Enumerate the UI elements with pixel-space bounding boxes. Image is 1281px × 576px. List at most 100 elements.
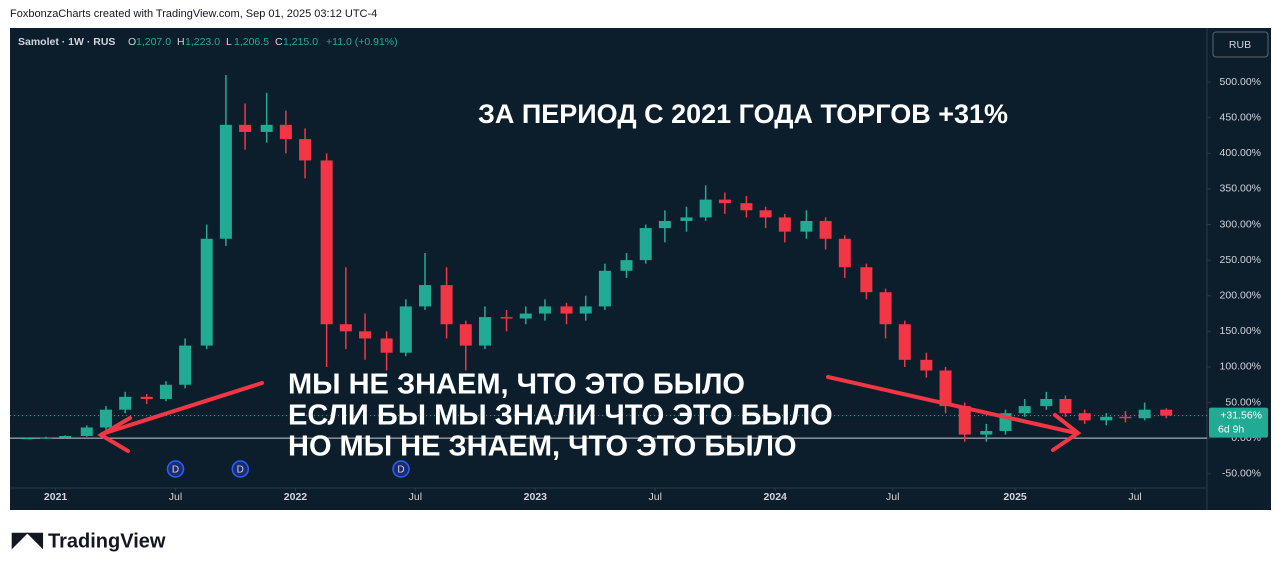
candle-body	[759, 210, 772, 218]
header: FoxbonzaCharts created with TradingView.…	[10, 8, 377, 20]
legend-key: C	[275, 36, 283, 48]
candle-body	[800, 220, 813, 232]
plot	[10, 74, 1207, 442]
x-tick-label: Jul	[886, 491, 899, 503]
arrow	[100, 381, 264, 436]
candle-body	[1119, 416, 1132, 419]
currency[interactable]: RUB	[1229, 39, 1251, 51]
dividend-label: D	[237, 465, 244, 476]
candle-body	[459, 324, 472, 346]
candle-body	[620, 260, 633, 271]
candle-body	[359, 331, 372, 339]
y-tick-label: 150.00%	[1220, 325, 1261, 337]
y-tick-label: 200.00%	[1220, 290, 1261, 302]
candle-body	[920, 359, 933, 371]
x-tick-label: 2022	[284, 491, 308, 503]
dividend-marker	[231, 460, 250, 478]
y-tick-label: 500.00%	[1220, 76, 1261, 88]
arrow-head	[97, 416, 132, 453]
legend-value: 1,223.0	[185, 36, 220, 48]
candle-body	[740, 203, 753, 211]
x-tick-label: Jul	[169, 491, 182, 503]
candle-body	[219, 124, 232, 239]
candle-body	[699, 199, 712, 218]
legend-value: 1,206.5	[234, 36, 269, 48]
candle-body	[1018, 406, 1031, 414]
candle-body	[778, 217, 791, 232]
x-tick-label: Jul	[649, 491, 662, 503]
y-tick-label: 400.00%	[1220, 147, 1261, 159]
candle-body	[140, 396, 153, 399]
annotation: МЫ НЕ ЗНАЕМ, ЧТО ЭТО БЫЛО	[288, 369, 745, 401]
candle-body	[59, 436, 72, 438]
x-tick-label: 2021	[44, 491, 68, 503]
candle-body	[239, 124, 252, 132]
candle-body	[1059, 398, 1072, 414]
candle-body	[980, 431, 993, 435]
candle-body	[320, 160, 333, 325]
y-tick-label: 300.00%	[1220, 218, 1261, 230]
candle-body	[658, 220, 671, 229]
arrow-head	[1051, 413, 1082, 452]
candle-body	[179, 345, 192, 385]
candle-body	[560, 306, 573, 314]
candle-body	[380, 338, 393, 353]
candle-body	[418, 285, 431, 307]
candle-body	[898, 324, 911, 360]
dividend-marker	[392, 460, 410, 478]
legend-key: L	[226, 36, 232, 48]
footer: TradingView	[48, 530, 166, 552]
candle-body	[958, 406, 971, 435]
candle-body	[260, 124, 273, 132]
candle-body	[680, 217, 693, 221]
last-price-label: +31.56%	[1220, 409, 1262, 421]
y-tick-label: 250.00%	[1220, 254, 1261, 266]
candle-body	[718, 199, 731, 204]
legend-key: O	[128, 36, 136, 48]
candle-body	[1160, 409, 1173, 416]
legend-value: 1,207.0	[136, 36, 171, 48]
x-tick-label: Jul	[409, 491, 422, 503]
legend-key: H	[177, 36, 185, 48]
currency-button[interactable]	[1212, 31, 1269, 58]
symbol: Samolet · 1W · RUS	[18, 36, 115, 48]
y-tick-label: 50.00%	[1225, 396, 1261, 408]
arrow	[826, 375, 1078, 435]
candle-body	[299, 139, 312, 161]
candle-body	[879, 292, 892, 325]
logo-mark: ◤◥	[11, 529, 43, 551]
candle-body	[200, 238, 213, 346]
candle-body	[939, 370, 952, 407]
x-tick-label: Jul	[1128, 491, 1141, 503]
annotation: ЕСЛИ БЫ МЫ ЗНАЛИ ЧТО ЭТО БЫЛО	[288, 400, 833, 432]
candle-body	[1100, 416, 1113, 421]
candle-body	[279, 124, 292, 140]
candle-body	[579, 306, 592, 314]
candle-body	[80, 427, 93, 437]
legend-value: 1,215.0	[283, 36, 318, 48]
candle-body	[1138, 409, 1151, 419]
annotation: НО МЫ НЕ ЗНАЕМ, ЧТО ЭТО БЫЛО	[288, 431, 797, 463]
chart-title: ЗА ПЕРИОД С 2021 ГОДА ТОРГОВ +31%	[478, 99, 1008, 129]
dividend-marker	[166, 460, 185, 478]
candle-body	[538, 306, 551, 314]
candle-body	[440, 285, 453, 325]
arrows	[97, 375, 1082, 453]
candle-body	[598, 270, 611, 307]
dividend-label: D	[397, 465, 404, 476]
candle-body	[20, 438, 33, 440]
candle-body	[860, 267, 873, 293]
candle-body	[819, 220, 832, 239]
candle-body	[159, 384, 172, 399]
candle-body	[99, 409, 112, 428]
legend-change: +11.0 (+0.91%)	[326, 36, 398, 48]
candle-body	[639, 228, 652, 261]
candle-body	[339, 324, 352, 332]
y-tick-label: 450.00%	[1220, 112, 1261, 124]
candle-body	[119, 396, 132, 410]
candle-body	[838, 238, 851, 268]
dividend-label: D	[172, 465, 179, 476]
last-price-badge	[1209, 407, 1268, 438]
